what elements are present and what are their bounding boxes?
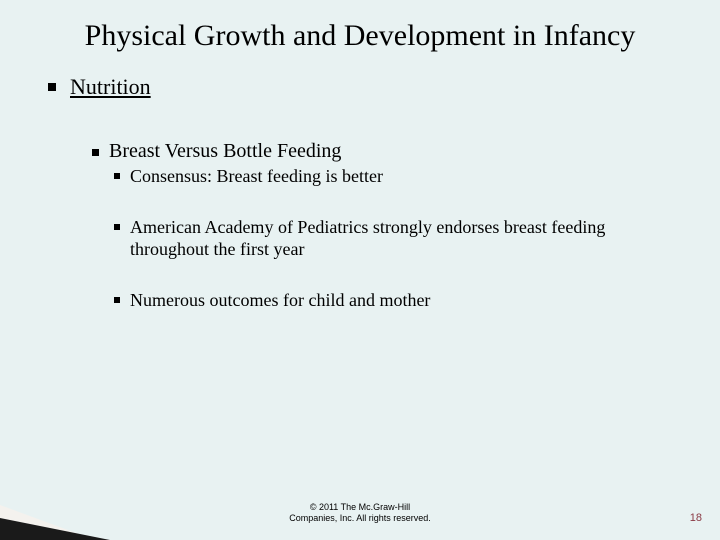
bullet-level2: Breast Versus Bottle Feeding [92,140,680,163]
bullet-level1: Nutrition Breast Versus Bottle Feeding C… [48,74,680,311]
copyright-line2: Companies, Inc. All rights reserved. [0,513,720,524]
square-bullet-icon [114,173,120,179]
copyright-footer: © 2011 The Mc.Graw-Hill Companies, Inc. … [0,502,720,524]
bullet-level3-text: Consensus: Breast feeding is better [130,165,383,188]
bullet-level2-group: Breast Versus Bottle Feeding Consensus: … [92,140,680,311]
square-bullet-icon [114,224,120,230]
square-bullet-icon [48,83,56,91]
bullet-level3-group: Consensus: Breast feeding is better Amer… [114,165,680,311]
square-bullet-icon [114,297,120,303]
bullet-level3: Consensus: Breast feeding is better [114,165,680,188]
bullet-level3-text: Numerous outcomes for child and mother [130,289,430,312]
bullet-level3-text: American Academy of Pediatrics strongly … [130,216,670,261]
bullet-level2-text: Breast Versus Bottle Feeding [109,140,341,163]
square-bullet-icon [92,149,99,156]
copyright-line1: © 2011 The Mc.Graw-Hill [0,502,720,513]
bullet-level1-text: Nutrition [70,74,151,100]
bullet-level3: American Academy of Pediatrics strongly … [114,216,680,261]
slide-title: Physical Growth and Development in Infan… [40,18,680,54]
bullet-level3: Numerous outcomes for child and mother [114,289,680,312]
slide: Physical Growth and Development in Infan… [0,0,720,540]
page-number: 18 [690,512,702,524]
